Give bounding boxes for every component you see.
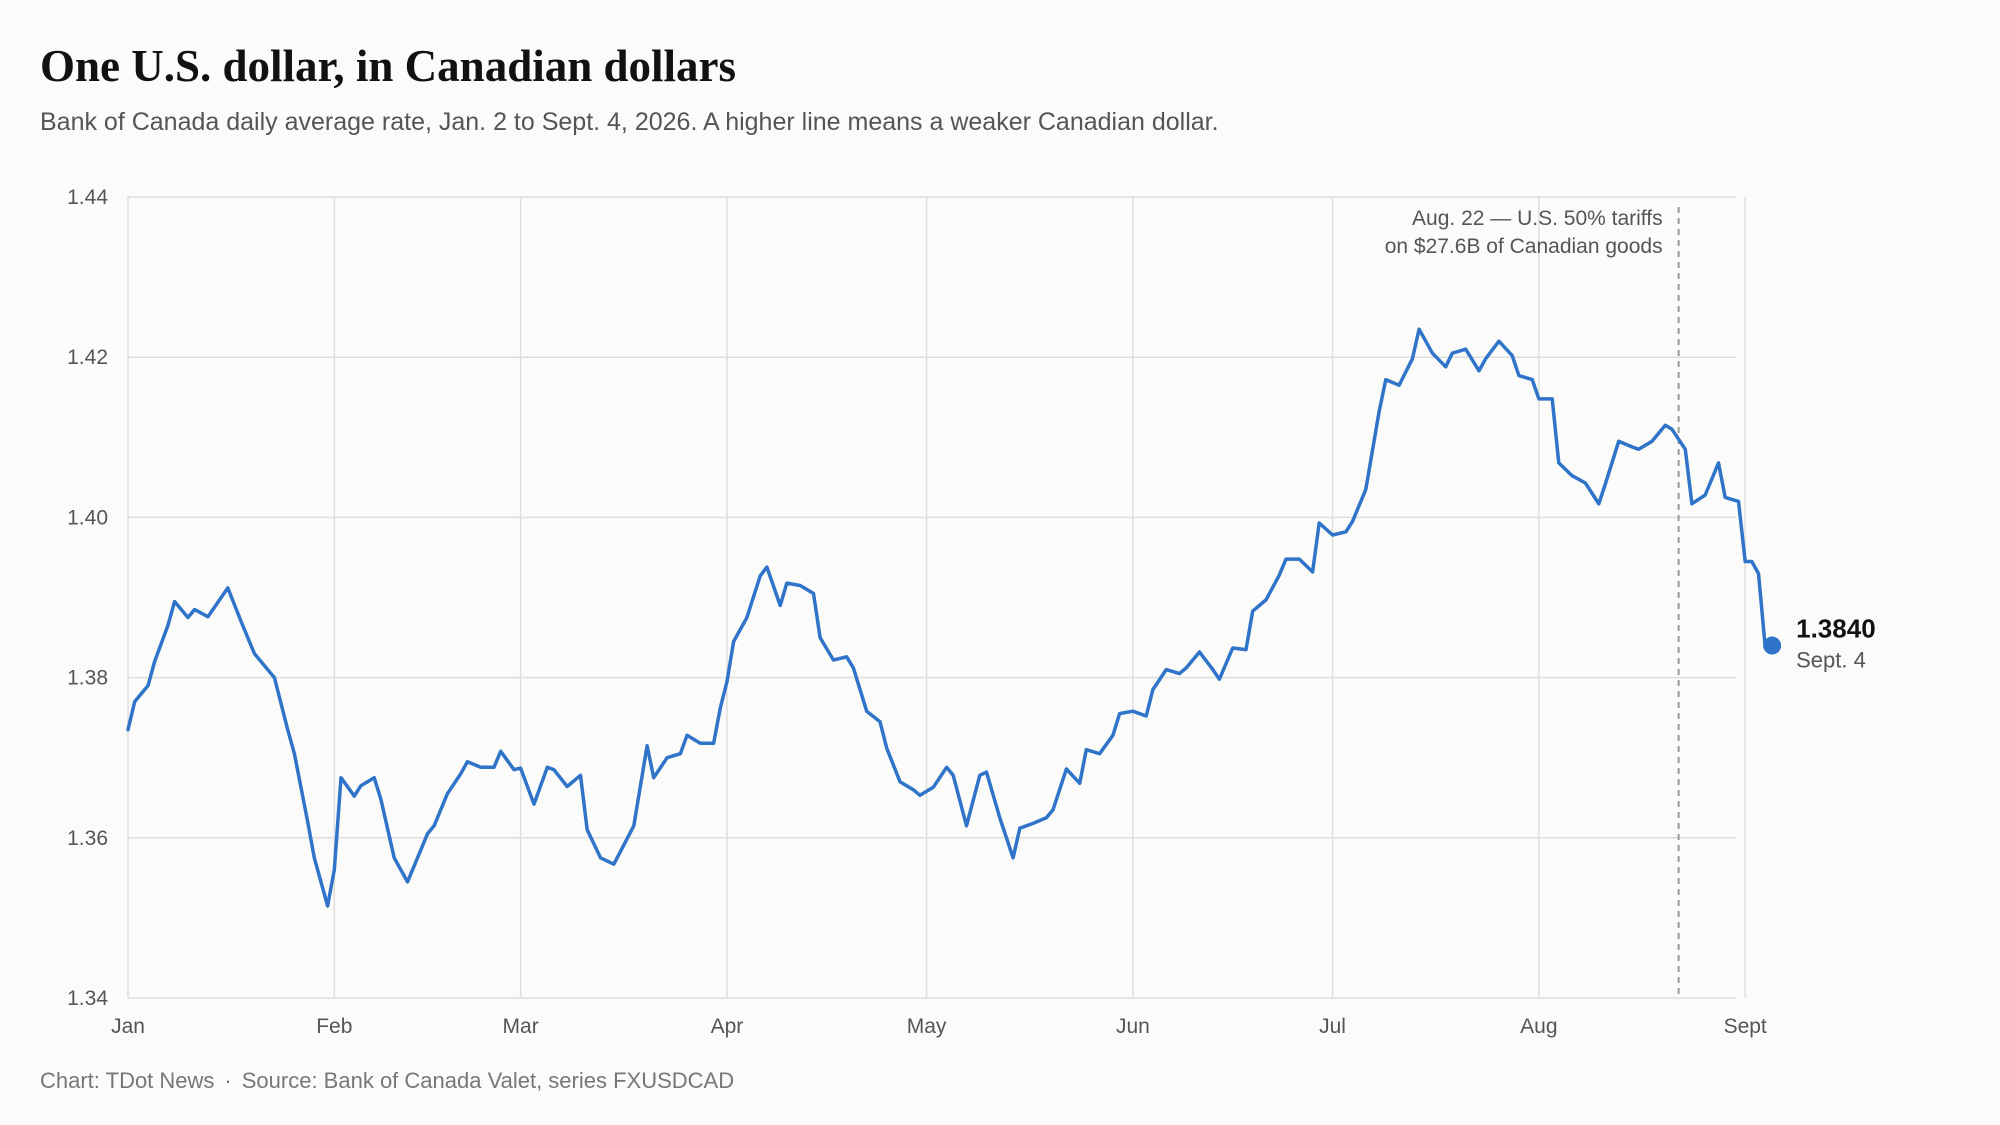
x-tick-label: Jan (111, 1015, 145, 1038)
x-tick-label: Jul (1319, 1015, 1346, 1038)
chart-footer: Chart: TDot News · Source: Bank of Canada … (40, 1068, 734, 1094)
x-tick-label: Feb (316, 1015, 352, 1038)
series-line (126, 327, 1767, 908)
y-tick-label: 1.42 (67, 346, 108, 369)
chart-source: Source: Bank of Canada Valet, series FXU… (241, 1068, 735, 1093)
end-point-dot (1763, 636, 1782, 655)
chart-title: One U.S. dollar, in Canadian dollars (40, 41, 737, 91)
annotation-text-line2: on $27.6B of Canadian goods (1385, 235, 1663, 258)
end-value-label: 1.3840 (1796, 614, 1876, 644)
x-tick-label: Sept (1724, 1015, 1767, 1038)
x-tick-label: Jun (1116, 1015, 1150, 1038)
x-tick-label: Apr (711, 1015, 744, 1038)
footer-separator: · (224, 1068, 232, 1093)
y-tick-label: 1.36 (67, 827, 108, 850)
end-date-label: Sept. 4 (1796, 648, 1866, 673)
y-tick-label: 1.34 (67, 987, 108, 1010)
y-tick-label: 1.40 (67, 506, 108, 529)
chart-subtitle: Bank of Canada daily average rate, Jan. … (40, 108, 1219, 136)
y-tick-label: 1.38 (67, 667, 108, 690)
y-tick-label: 1.44 (67, 186, 108, 209)
chart-credit: Chart: TDot News (40, 1068, 215, 1093)
x-tick-label: Aug (1520, 1015, 1557, 1038)
x-tick-label: May (907, 1015, 947, 1038)
x-tick-label: Mar (503, 1015, 539, 1038)
annotation-text-line1: Aug. 22 — U.S. 50% tariffs (1412, 207, 1663, 230)
